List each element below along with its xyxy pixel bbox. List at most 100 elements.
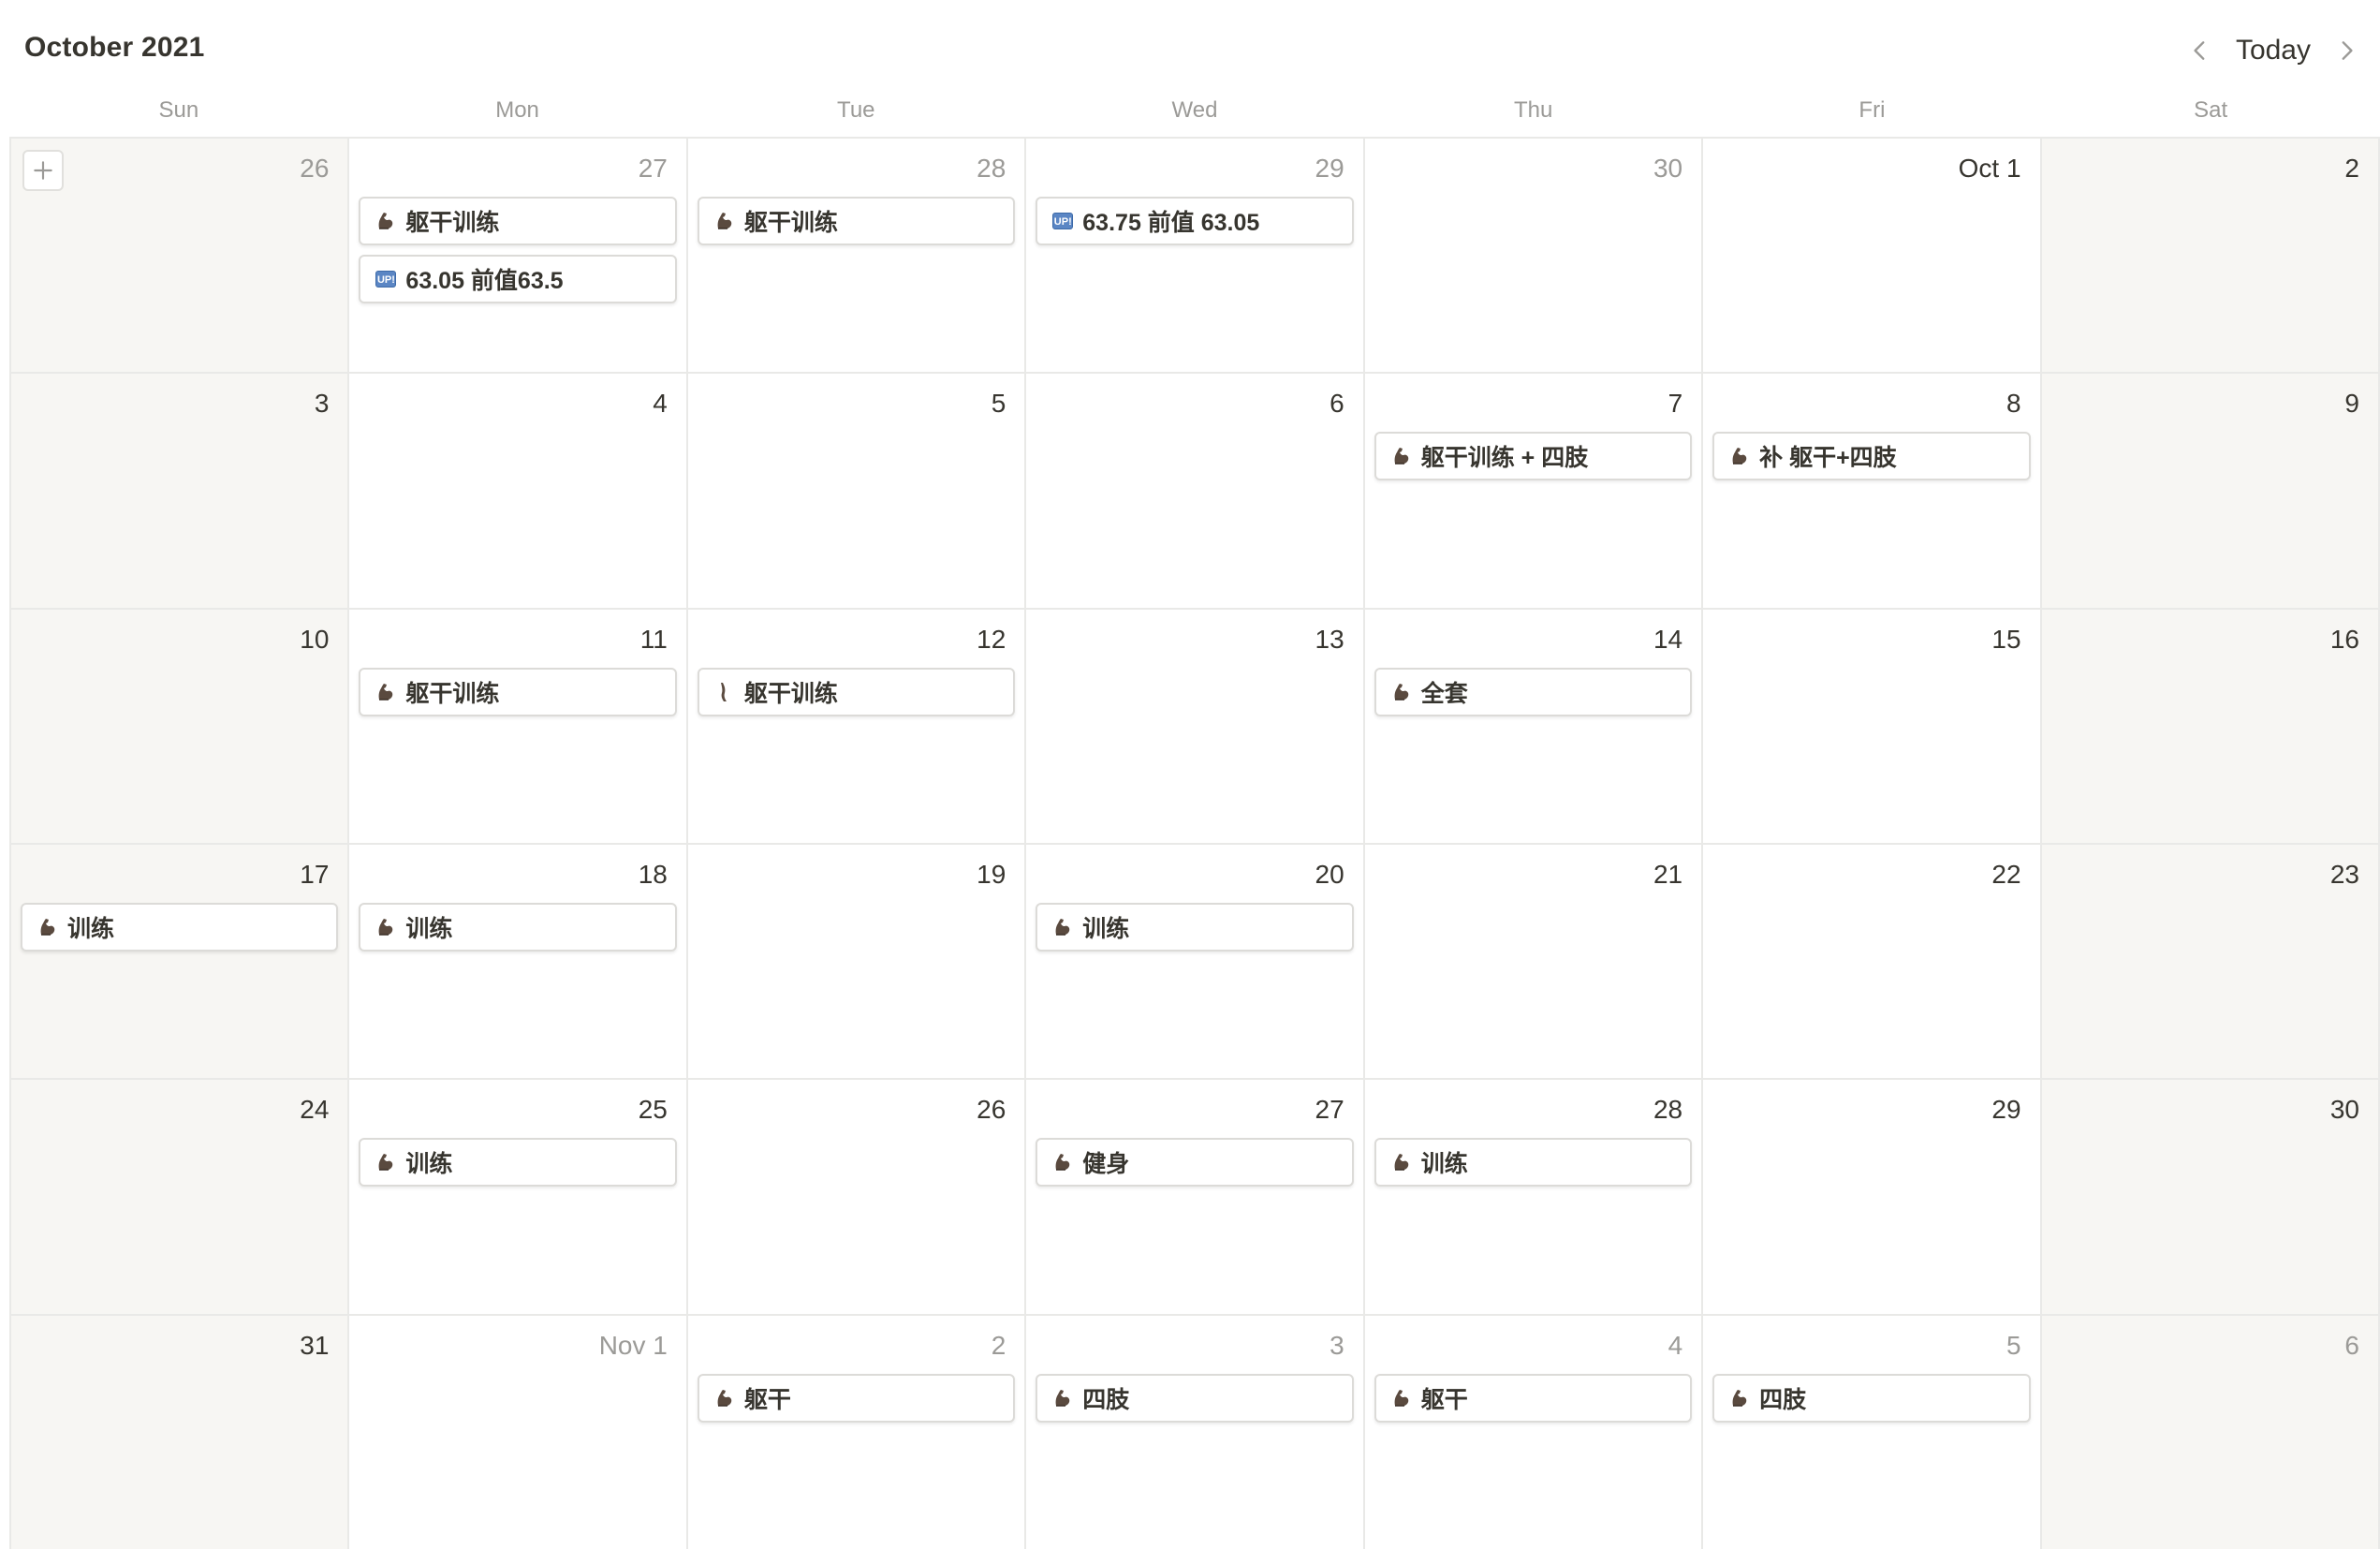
- event-card[interactable]: 训练: [359, 1138, 677, 1188]
- day-number: 5: [2005, 1330, 2021, 1360]
- day-number: 28: [977, 154, 1006, 183]
- event-card[interactable]: 躯干: [1374, 1373, 1693, 1423]
- event-card[interactable]: 躯干训练: [697, 197, 1016, 245]
- event-card[interactable]: 躯干训练: [359, 197, 677, 245]
- day-number: 12: [977, 624, 1006, 654]
- day-number: 22: [1991, 859, 2021, 889]
- day-cell[interactable]: Oct 1: [1703, 139, 2042, 375]
- day-cell[interactable]: 30: [1364, 139, 1704, 375]
- weekday-label: Wed: [1171, 97, 1218, 123]
- day-number: 30: [1653, 154, 1683, 183]
- day-cell[interactable]: 10: [11, 609, 350, 845]
- day-number: 18: [638, 859, 668, 889]
- day-cell[interactable]: 25 训练: [349, 1080, 688, 1316]
- today-button[interactable]: Today: [2235, 35, 2311, 66]
- day-cell[interactable]: 28 躯干训练: [687, 139, 1027, 375]
- day-cell[interactable]: 31: [11, 1315, 350, 1549]
- day-number: 11: [639, 624, 668, 654]
- day-cell[interactable]: 2: [2041, 139, 2380, 375]
- event-title: 63.75 前值 63.05: [1082, 210, 1260, 236]
- day-cell[interactable]: 12 躯干训练: [687, 609, 1027, 845]
- day-number: 31: [300, 1330, 330, 1360]
- event-card[interactable]: 训练: [1374, 1138, 1693, 1188]
- day-number: 29: [1315, 154, 1344, 183]
- flexed-biceps-icon: [1389, 444, 1414, 468]
- event-card[interactable]: 四肢: [1036, 1373, 1354, 1423]
- flexed-biceps-icon: [1389, 680, 1414, 704]
- day-cell[interactable]: 3: [11, 374, 350, 610]
- event-list: 躯干训练 UP! 63.05 前值63.5: [359, 197, 677, 303]
- day-number: 3: [314, 389, 330, 419]
- day-cell[interactable]: 28 训练: [1364, 1080, 1704, 1316]
- day-cell[interactable]: 11 躯干训练: [349, 609, 688, 845]
- event-card[interactable]: 全套: [1374, 667, 1693, 716]
- day-cell[interactable]: 3 四肢: [1026, 1315, 1365, 1549]
- up-badge-icon: UP!: [374, 267, 398, 291]
- event-card[interactable]: 四肢: [1712, 1373, 2031, 1423]
- day-number: 4: [653, 389, 668, 419]
- day-cell[interactable]: 24: [11, 1080, 350, 1316]
- day-cell[interactable]: 29: [1703, 1080, 2042, 1316]
- day-cell[interactable]: 23: [2041, 844, 2380, 1081]
- day-number: 6: [1330, 389, 1344, 419]
- flexed-biceps-icon: [713, 1386, 737, 1410]
- plus-icon: [34, 161, 52, 180]
- add-event-button[interactable]: [22, 150, 64, 191]
- day-cell[interactable]: 29 UP! 63.75 前值 63.05: [1026, 139, 1365, 375]
- day-number: 13: [1315, 624, 1344, 654]
- day-cell[interactable]: Nov 1: [349, 1315, 688, 1549]
- day-cell[interactable]: 19: [687, 844, 1027, 1081]
- day-cell[interactable]: 16: [2041, 609, 2380, 845]
- day-cell[interactable]: 26: [687, 1080, 1027, 1316]
- event-title: 躯干训练 + 四肢: [1420, 445, 1589, 472]
- event-card[interactable]: 躯干训练: [697, 667, 1016, 716]
- day-cell[interactable]: 5: [687, 374, 1027, 610]
- day-cell[interactable]: 9: [2041, 374, 2380, 610]
- day-cell[interactable]: 21: [1364, 844, 1704, 1081]
- event-title: 训练: [1082, 915, 1130, 942]
- flexed-biceps-icon: [1727, 1386, 1752, 1410]
- prev-month-button[interactable]: [2182, 28, 2219, 73]
- day-number: 28: [1653, 1095, 1683, 1125]
- event-card[interactable]: 训练: [1036, 902, 1354, 952]
- day-cell[interactable]: 27 躯干训练 UP! 63.05 前值63.5: [349, 139, 688, 375]
- day-cell[interactable]: 17 训练: [11, 844, 350, 1081]
- day-cell[interactable]: 7 躯干训练 + 四肢: [1364, 374, 1704, 610]
- day-cell[interactable]: 4 躯干: [1364, 1315, 1704, 1549]
- day-cell[interactable]: 15: [1703, 609, 2042, 845]
- event-card[interactable]: 躯干训练: [359, 667, 677, 716]
- next-month-button[interactable]: [2328, 28, 2365, 73]
- event-title: 补 躯干+四肢: [1759, 445, 1897, 472]
- event-list: UP! 63.75 前值 63.05: [1036, 197, 1354, 245]
- event-title: 训练: [1420, 1151, 1468, 1178]
- day-cell[interactable]: 6: [2041, 1315, 2380, 1549]
- event-card[interactable]: 躯干: [697, 1373, 1016, 1423]
- day-cell[interactable]: 18 训练: [349, 844, 688, 1081]
- chevron-left-icon: [2194, 41, 2205, 60]
- event-list: 训练: [21, 902, 339, 952]
- event-title: 训练: [405, 1151, 453, 1178]
- day-cell[interactable]: 6: [1026, 374, 1365, 610]
- day-cell[interactable]: 14 全套: [1364, 609, 1704, 845]
- event-card[interactable]: 训练: [359, 902, 677, 952]
- day-number: 24: [300, 1095, 330, 1125]
- event-card[interactable]: 躯干训练 + 四肢: [1374, 432, 1693, 481]
- event-card[interactable]: UP! 63.75 前值 63.05: [1036, 197, 1354, 245]
- event-title: 四肢: [1759, 1386, 1807, 1413]
- day-cell[interactable]: 5 四肢: [1703, 1315, 2042, 1549]
- flexed-biceps-icon: [374, 680, 398, 704]
- day-cell[interactable]: 27 健身: [1026, 1080, 1365, 1316]
- day-cell[interactable]: 22: [1703, 844, 2042, 1081]
- day-cell[interactable]: 8 补 躯干+四肢: [1703, 374, 2042, 610]
- day-cell[interactable]: 4: [349, 374, 688, 610]
- day-number: 6: [2344, 1330, 2359, 1360]
- event-card[interactable]: 训练: [21, 902, 339, 952]
- day-cell[interactable]: 30: [2041, 1080, 2380, 1316]
- event-card[interactable]: UP! 63.05 前值63.5: [359, 255, 677, 303]
- day-cell[interactable]: 20 训练: [1026, 844, 1365, 1081]
- day-cell[interactable]: 13: [1026, 609, 1365, 845]
- event-card[interactable]: 补 躯干+四肢: [1712, 432, 2031, 481]
- day-cell[interactable]: 2 躯干: [687, 1315, 1027, 1549]
- event-card[interactable]: 健身: [1036, 1138, 1354, 1188]
- day-cell[interactable]: 26: [11, 139, 350, 375]
